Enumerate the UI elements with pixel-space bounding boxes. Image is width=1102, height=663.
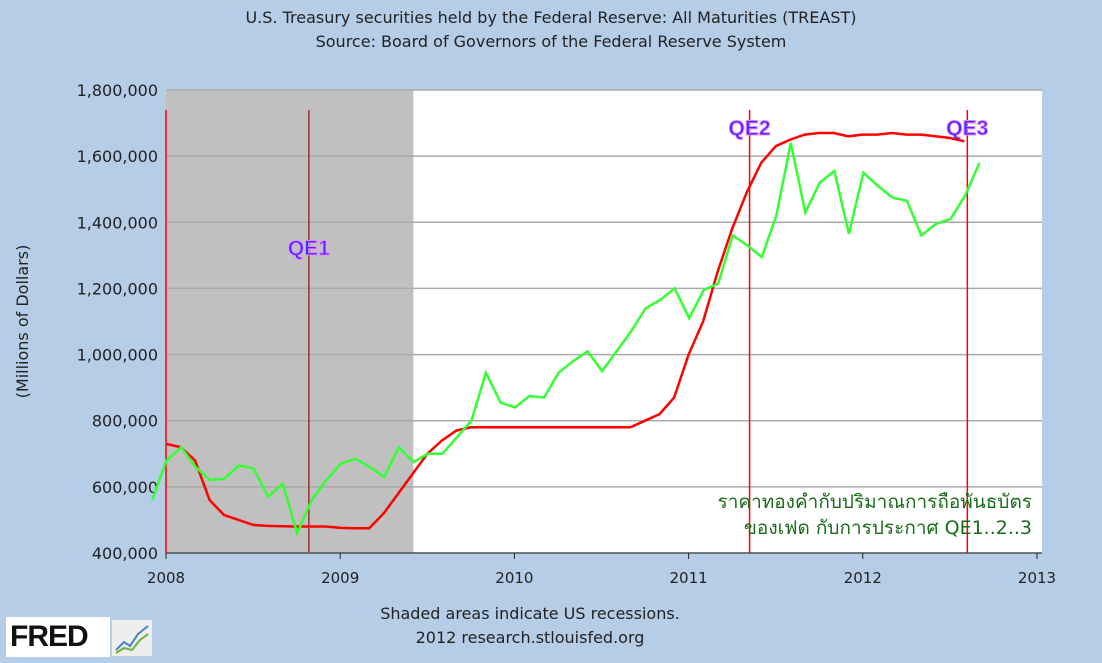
chart-subtitle: Source: Board of Governors of the Federa… (315, 32, 787, 51)
y-tick-label: 1,800,000 (77, 81, 158, 100)
qe-label: QE3 (946, 117, 988, 140)
y-tick-label: 1,600,000 (77, 147, 158, 166)
y-tick-label: 400,000 (92, 544, 158, 563)
footer-source: 2012 research.stlouisfed.org (415, 628, 645, 647)
thai-note-line1: ราคาทองคำกับปริมาณการถือพันธบัตร (717, 491, 1032, 513)
chart-title: U.S. Treasury securities held by the Fed… (245, 8, 857, 27)
fred-logo[interactable]: FRED (6, 617, 110, 657)
fred-chart-icon (112, 620, 152, 656)
x-tick-label: 2008 (147, 569, 185, 587)
y-tick-label: 800,000 (92, 412, 158, 431)
y-tick-label: 1,200,000 (77, 279, 158, 298)
series-line-gold (150, 142, 981, 537)
x-tick-label: 2009 (321, 569, 359, 587)
y-tick-label: 1,400,000 (77, 213, 158, 232)
recession-shading (166, 90, 414, 553)
y-tick-label: 1,000,000 (77, 346, 158, 365)
x-tick-label: 2010 (495, 569, 533, 587)
x-tick-label: 2013 (1018, 569, 1056, 587)
footer-recession-note: Shaded areas indicate US recessions. (380, 604, 680, 623)
thai-note-line2: ของเฟด กับการประกาศ QE1..2..3 (743, 517, 1032, 539)
x-tick-label: 2011 (670, 569, 708, 587)
y-axis-label: (Millions of Dollars) (13, 245, 32, 399)
fred-logo-text: FRED (10, 620, 89, 653)
qe-label: QE1 (288, 237, 330, 260)
y-tick-label: 600,000 (92, 478, 158, 497)
x-tick-label: 2012 (844, 569, 882, 587)
qe-label: QE2 (729, 117, 771, 140)
